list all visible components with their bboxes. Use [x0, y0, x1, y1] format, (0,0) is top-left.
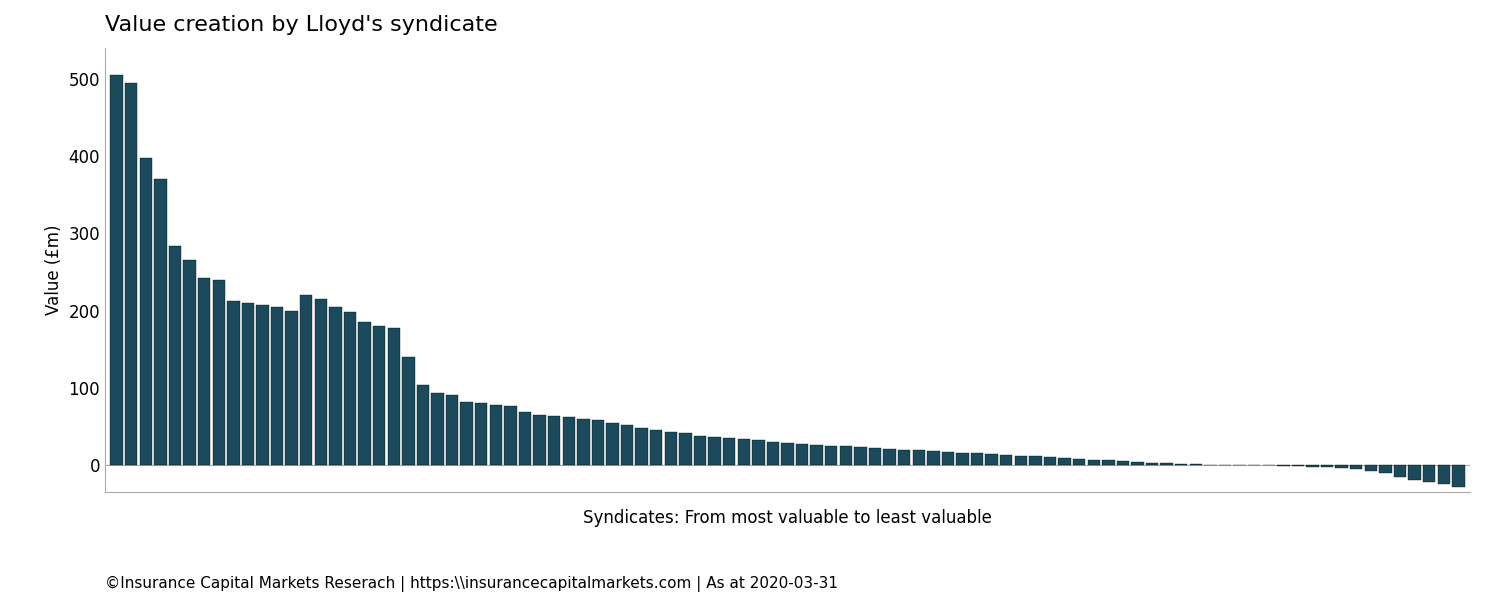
Bar	[124, 83, 138, 465]
Bar	[650, 430, 663, 465]
Bar	[1044, 457, 1056, 465]
Bar	[970, 454, 984, 465]
Bar	[680, 433, 692, 465]
Bar	[1102, 460, 1114, 465]
Bar	[884, 449, 896, 465]
Bar	[213, 280, 225, 465]
Bar	[1394, 465, 1406, 476]
Bar	[504, 406, 516, 465]
Bar	[738, 439, 750, 465]
Bar	[272, 307, 284, 465]
Bar	[256, 305, 268, 465]
Bar	[708, 437, 722, 465]
Bar	[664, 432, 676, 465]
Bar	[1059, 458, 1071, 465]
Bar	[1276, 465, 1290, 466]
Bar	[606, 422, 618, 465]
Bar	[402, 357, 414, 465]
Bar	[1000, 455, 1012, 465]
Bar	[170, 247, 182, 465]
Bar	[226, 301, 240, 465]
Bar	[519, 412, 531, 465]
Bar	[840, 446, 852, 465]
Bar	[868, 448, 880, 465]
Bar	[460, 401, 472, 465]
Bar	[285, 311, 298, 465]
Bar	[912, 451, 926, 465]
Bar	[782, 443, 794, 465]
Bar	[548, 416, 561, 465]
Bar	[752, 440, 765, 465]
Bar	[1437, 465, 1450, 484]
Bar	[1306, 465, 1318, 467]
Bar	[154, 179, 166, 465]
Bar	[300, 295, 312, 465]
Bar	[140, 158, 152, 465]
Bar	[1014, 456, 1028, 465]
Bar	[374, 326, 386, 465]
Bar	[825, 446, 837, 465]
Bar	[1365, 465, 1377, 471]
X-axis label: Syndicates: From most valuable to least valuable: Syndicates: From most valuable to least …	[584, 509, 992, 527]
Bar	[111, 75, 123, 465]
Bar	[766, 442, 778, 465]
Bar	[1408, 465, 1420, 481]
Bar	[1292, 465, 1304, 466]
Bar	[723, 438, 735, 465]
Bar	[242, 303, 254, 465]
Bar	[1424, 465, 1436, 482]
Bar	[1161, 463, 1173, 465]
Bar	[198, 278, 210, 465]
Y-axis label: Value (£m): Value (£m)	[45, 225, 63, 315]
Bar	[621, 425, 633, 465]
Bar	[534, 415, 546, 465]
Bar	[1146, 463, 1158, 465]
Text: Value creation by Lloyd's syndicate: Value creation by Lloyd's syndicate	[105, 16, 498, 35]
Bar	[957, 452, 969, 465]
Bar	[1335, 465, 1348, 468]
Bar	[1190, 464, 1202, 465]
Bar	[183, 260, 196, 465]
Bar	[417, 385, 429, 465]
Bar	[942, 452, 954, 465]
Bar	[446, 395, 459, 465]
Bar	[1174, 464, 1188, 465]
Bar	[476, 403, 488, 465]
Bar	[358, 322, 370, 465]
Bar	[1116, 461, 1130, 465]
Bar	[1452, 465, 1464, 487]
Bar	[328, 307, 342, 465]
Bar	[344, 312, 355, 465]
Bar	[927, 451, 939, 465]
Bar	[1029, 457, 1041, 465]
Bar	[1072, 459, 1086, 465]
Bar	[796, 444, 808, 465]
Bar	[986, 454, 998, 465]
Bar	[591, 420, 604, 465]
Bar	[853, 447, 867, 465]
Bar	[489, 405, 502, 465]
Bar	[810, 445, 824, 465]
Bar	[898, 449, 910, 465]
Bar	[1088, 460, 1100, 465]
Bar	[387, 328, 400, 465]
Bar	[1350, 465, 1362, 469]
Bar	[1131, 462, 1143, 465]
Bar	[636, 428, 648, 465]
Bar	[694, 436, 706, 465]
Bar	[1322, 465, 1334, 467]
Bar	[315, 299, 327, 465]
Bar	[562, 417, 574, 465]
Text: ©Insurance Capital Markets Reserach | https:\\insurancecapitalmarkets.com | As a: ©Insurance Capital Markets Reserach | ht…	[105, 576, 839, 592]
Bar	[432, 393, 444, 465]
Bar	[1378, 465, 1392, 473]
Bar	[578, 419, 590, 465]
